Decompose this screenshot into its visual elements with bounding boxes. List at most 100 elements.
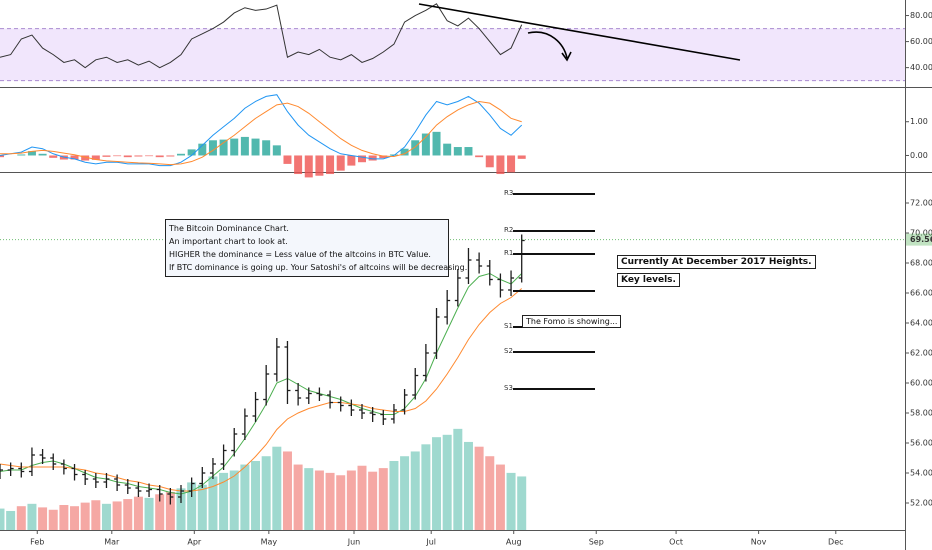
level-label: S3 [504,384,513,392]
volume-bar [421,444,431,530]
histogram-bar [272,145,281,156]
histogram-bar [81,155,90,161]
histogram-bar [0,155,4,158]
series-line [0,94,523,167]
histogram-bar [208,140,217,156]
histogram-bar [453,147,462,156]
volume-bar [506,472,516,530]
histogram-bar [304,155,313,178]
histogram-bar [38,153,47,156]
histogram-bar [464,147,473,156]
volume-bar [400,456,410,530]
volume-bar [6,510,16,530]
histogram-bar [485,155,494,168]
volume-bar [133,496,143,530]
x-tick-label: Oct [669,538,683,547]
histogram-bar [91,155,100,160]
volume-bar [0,508,5,530]
histogram-bar [70,155,79,160]
histogram-bar [283,155,292,164]
histogram-bar [251,138,260,156]
volume-bar [187,482,197,530]
histogram-bar [368,155,377,161]
histogram-bar [230,138,239,156]
volume-bar [16,506,26,530]
histogram-bar [219,139,228,156]
histogram-bar [517,155,526,159]
volume-bar [261,456,271,530]
volume-bar [91,500,101,530]
histogram-bar [134,155,143,157]
histogram-bar [400,148,409,156]
series-line [0,3,523,69]
histogram-bar [166,155,175,157]
y-tick-label: 1.00 [910,117,928,126]
volume-bar [251,460,261,530]
histogram-bar [421,133,430,156]
level-label: R2 [504,226,513,234]
annotation: Currently At December 2017 Heights. [617,255,816,269]
volume-bar [208,476,218,530]
x-tick-label: Dec [828,538,843,547]
histogram-bar [475,155,484,158]
volume-bar [80,502,90,530]
volume-bar [229,470,239,530]
histogram-bar [240,136,249,156]
y-tick-label: 0.00 [910,151,928,160]
x-tick-label: May [261,538,278,547]
level-label: S2 [504,347,513,355]
volume-bar [293,464,303,530]
histogram-bar [358,155,366,163]
y-tick-label: 40.00 [910,63,932,72]
volume-bar [432,437,442,530]
level-label: R3 [504,189,513,197]
series-line [0,100,522,166]
y-tick-label: 58.00 [910,409,932,418]
x-tick-label: Sep [589,538,604,547]
volume-bar [368,471,378,530]
histogram-bar [507,155,516,173]
rsi-band [0,28,905,81]
y-tick-label: 66.00 [910,289,932,298]
volume-bar [485,456,495,530]
y-tick-label: 56.00 [910,439,932,448]
y-tick-label: 70.00 [910,229,932,238]
x-tick-label: Nov [751,538,767,547]
histogram-bar [443,143,452,156]
volume-bar [59,505,69,530]
x-tick-label: Jun [347,538,361,547]
volume-bar [304,468,314,530]
volume-bar [453,428,463,530]
histogram-bar [187,149,196,156]
volume-bar [27,503,37,530]
last-price-label: 69.56 [910,235,932,244]
info-line: If BTC dominance is going up. Your Satos… [169,263,468,272]
histogram-bar [326,155,335,175]
volume-bar [495,464,505,530]
volume-bar [336,475,346,530]
histogram-bar [102,155,111,157]
histogram-bar [379,155,388,159]
volume-bar [240,464,250,530]
series-line [0,272,523,495]
volume-bar [410,451,420,530]
histogram-bar [113,155,122,157]
volume-bar [38,507,48,530]
volume-bar [70,506,80,530]
histogram-bar [315,155,324,176]
volume-bar [474,446,484,530]
y-tick-label: 60.00 [910,379,932,388]
y-tick-label: 52.00 [910,499,932,508]
volume-bar [517,476,527,530]
arrow [527,31,568,59]
histogram-bar [294,155,303,175]
volume-bar [325,472,335,530]
volume-bar [314,470,324,530]
series-line [0,288,523,492]
histogram-bar [27,151,36,156]
volume-bar [389,460,399,530]
x-tick-label: Jul [425,538,436,547]
volume-bar [48,509,58,530]
